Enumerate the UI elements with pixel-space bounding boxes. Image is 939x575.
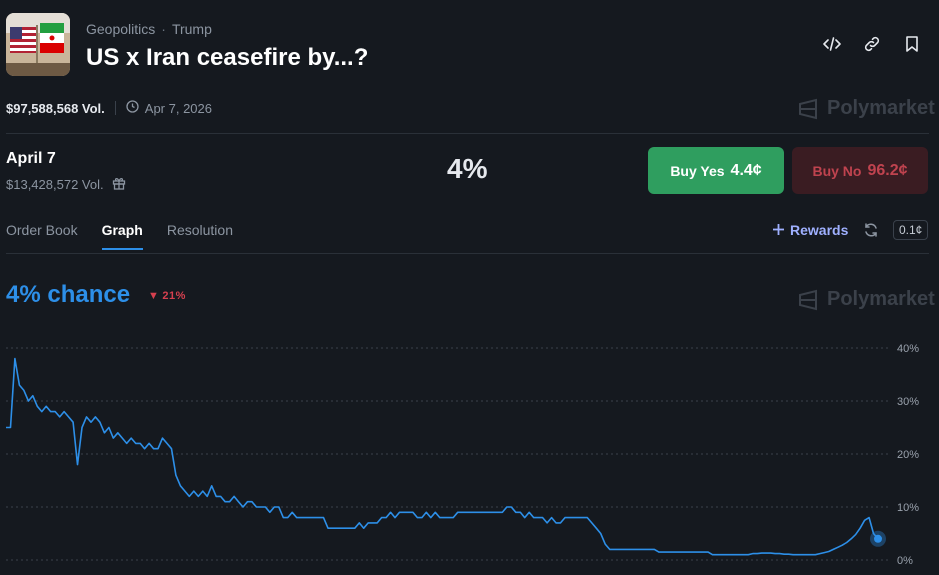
end-date-text: Apr 7, 2026 bbox=[144, 100, 212, 116]
divider bbox=[6, 253, 929, 254]
buy-no-button[interactable]: Buy No 96.2¢ bbox=[792, 147, 928, 194]
y-tick-label: 30% bbox=[897, 396, 919, 408]
outcome-volume: $13,428,572 Vol. bbox=[6, 176, 126, 193]
polymarket-logo-icon bbox=[799, 98, 817, 119]
buy-yes-label: Buy Yes bbox=[670, 162, 725, 179]
down-triangle-icon: ▼ bbox=[148, 290, 160, 302]
outcome-name: April 7 bbox=[6, 150, 56, 167]
meta-divider bbox=[114, 101, 116, 115]
buy-yes-button[interactable]: Buy Yes 4.4¢ bbox=[648, 147, 784, 194]
tick-size-badge[interactable]: 0.1¢ bbox=[893, 220, 929, 240]
link-icon[interactable] bbox=[863, 35, 881, 53]
chance-label: 4% chance bbox=[6, 281, 131, 308]
clock-icon bbox=[126, 100, 139, 116]
buy-no-price: 96.2¢ bbox=[867, 161, 908, 179]
plus-icon bbox=[773, 222, 784, 238]
polymarket-logo-text: Polymarket bbox=[827, 97, 935, 119]
breadcrumb-separator: · bbox=[161, 21, 166, 37]
y-tick-label: 20% bbox=[897, 449, 919, 461]
gift-icon[interactable] bbox=[112, 176, 126, 193]
market-meta: $97,588,568 Vol. Apr 7, 2026 bbox=[6, 100, 212, 116]
polymarket-logo-icon bbox=[799, 289, 817, 310]
buy-no-label: Buy No bbox=[812, 162, 862, 179]
watermark-text: Polymarket bbox=[827, 288, 935, 310]
polymarket-logo: Polymarket bbox=[797, 97, 935, 120]
rewards-button[interactable]: Rewards bbox=[773, 222, 848, 238]
market-volume: $97,588,568 Vol. bbox=[6, 100, 105, 116]
chart-watermark: Polymarket bbox=[797, 288, 935, 311]
breadcrumb: Geopolitics · Trump bbox=[86, 21, 212, 37]
price-change: ▼ 21% bbox=[148, 290, 186, 302]
divider bbox=[6, 133, 929, 134]
price-change-value: 21% bbox=[162, 290, 186, 302]
outcome-volume-text: $13,428,572 Vol. bbox=[6, 177, 104, 192]
y-tick-label: 0% bbox=[897, 555, 913, 567]
tab-graph[interactable]: Graph bbox=[101, 222, 143, 250]
current-point bbox=[874, 534, 882, 543]
bookmark-icon[interactable] bbox=[903, 35, 921, 53]
tab-bar: Order Book Graph Resolution bbox=[6, 222, 233, 250]
embed-icon[interactable] bbox=[823, 35, 841, 53]
breadcrumb-item-geopolitics[interactable]: Geopolitics bbox=[86, 21, 156, 37]
buy-yes-price: 4.4¢ bbox=[730, 161, 762, 179]
outcome-probability: 4% bbox=[447, 153, 488, 184]
tab-order-book[interactable]: Order Book bbox=[6, 222, 78, 238]
y-tick-label: 40% bbox=[897, 343, 919, 355]
price-series-line bbox=[6, 357, 879, 556]
price-chart[interactable]: 40% 30% 20% 10% 0% bbox=[0, 330, 939, 575]
y-tick-label: 10% bbox=[897, 502, 919, 514]
end-date: Apr 7, 2026 bbox=[126, 100, 212, 116]
rewards-label: Rewards bbox=[790, 222, 849, 238]
tab-resolution[interactable]: Resolution bbox=[166, 222, 233, 238]
refresh-icon[interactable] bbox=[863, 222, 879, 238]
breadcrumb-item-trump[interactable]: Trump bbox=[171, 21, 212, 37]
market-thumbnail bbox=[6, 13, 70, 76]
header-actions bbox=[823, 35, 921, 53]
page-title: US x Iran ceasefire by...? bbox=[86, 44, 369, 71]
